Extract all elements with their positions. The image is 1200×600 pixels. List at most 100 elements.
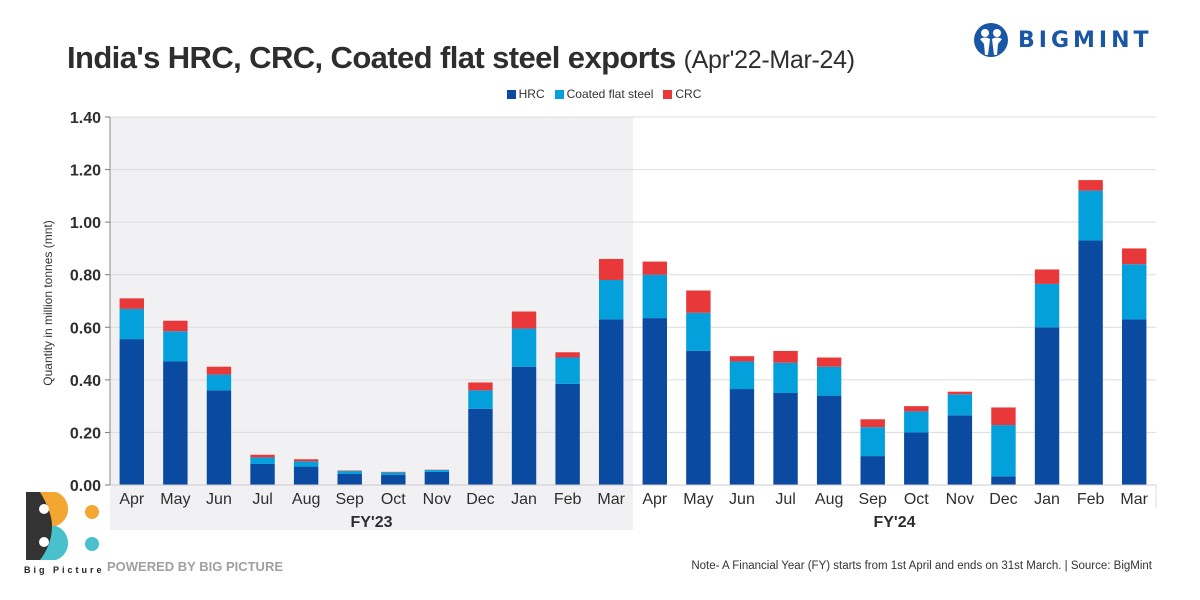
y-tick-label: 0.80	[70, 268, 101, 285]
bar-coated-flat-steel	[1122, 264, 1147, 320]
bar-coated-flat-steel	[293, 461, 319, 467]
legend-swatch-crc	[663, 89, 673, 99]
x-tick-label: Sep	[858, 491, 887, 508]
y-tick-label: 1.20	[70, 163, 101, 180]
x-tick-label: Jul	[775, 491, 795, 508]
bigmint-logo: BIGMINT	[972, 22, 1153, 58]
bar-coated-flat-steel	[729, 361, 755, 390]
bar-coated-flat-steel	[163, 331, 188, 362]
bar-hrc	[729, 389, 755, 485]
bar-hrc	[337, 473, 362, 485]
x-tick-label: Jul	[252, 491, 272, 508]
bar-hrc	[293, 466, 319, 485]
title-period: (Apr'22-Mar-24)	[683, 46, 855, 74]
x-tick-label: Feb	[1077, 491, 1105, 508]
bar-crc	[119, 298, 144, 309]
x-tick-label: Aug	[292, 491, 320, 508]
bar-crc	[816, 357, 842, 367]
bar-hrc	[991, 476, 1016, 485]
y-tick-label: 0.00	[70, 478, 101, 495]
bar-coated-flat-steel	[250, 457, 275, 464]
bar-coated-flat-steel	[904, 411, 929, 433]
x-tick-label: May	[160, 491, 190, 508]
y-tick-label: 0.40	[70, 373, 101, 390]
bar-coated-flat-steel	[1034, 283, 1060, 328]
x-tick-label: Nov	[946, 491, 974, 508]
bigmint-people-icon	[974, 23, 1008, 57]
bar-hrc	[468, 408, 493, 485]
bar-hrc	[119, 339, 144, 485]
bar-crc	[555, 352, 580, 358]
bar-crc	[947, 391, 973, 395]
x-tick-label: Jun	[729, 491, 755, 508]
x-tick-label: Jun	[206, 491, 232, 508]
bar-crc	[337, 470, 362, 472]
bar-crc	[250, 454, 275, 458]
bar-coated-flat-steel	[642, 274, 667, 319]
bar-crc	[381, 471, 406, 473]
bar-hrc	[904, 432, 929, 485]
bar-crc	[904, 406, 929, 412]
bar-coated-flat-steel	[337, 471, 362, 474]
bar-crc	[729, 356, 755, 362]
y-tick-label: 0.20	[70, 425, 101, 442]
bar-hrc	[424, 471, 450, 485]
fiscal-year-label: FY'24	[873, 514, 915, 531]
bar-crc	[206, 366, 232, 375]
bar-hrc	[1122, 319, 1147, 485]
y-tick-label: 0.60	[70, 320, 101, 337]
bar-hrc	[947, 415, 973, 485]
legend-item-crc: CRC	[663, 87, 701, 101]
fiscal-year-label: FY'23	[350, 514, 392, 531]
x-tick-label: May	[683, 491, 713, 508]
bar-hrc	[773, 393, 798, 485]
x-tick-label: Dec	[989, 491, 1017, 508]
bar-crc	[860, 419, 885, 428]
bar-hrc	[250, 463, 275, 485]
bar-crc	[1078, 180, 1103, 191]
bar-coated-flat-steel	[860, 427, 885, 457]
bar-hrc	[816, 395, 842, 485]
legend-label-crc: CRC	[675, 87, 702, 101]
bar-crc	[1034, 269, 1060, 284]
y-axis-label: Quantity in million tonnes (mnt)	[41, 220, 55, 386]
bar-hrc	[686, 350, 711, 485]
x-tick-label: Aug	[815, 491, 843, 508]
bar-coated-flat-steel	[1078, 190, 1103, 241]
bar-hrc	[1034, 327, 1060, 485]
x-tick-label: Apr	[119, 491, 145, 508]
bar-crc	[511, 311, 537, 329]
y-tick-label: 1.40	[70, 110, 101, 127]
y-tick-label: 1.00	[70, 215, 101, 232]
bar-crc	[991, 407, 1016, 426]
bar-coated-flat-steel	[773, 362, 798, 393]
brand-name: BIGMINT	[1018, 27, 1153, 53]
bar-hrc	[642, 318, 667, 485]
powered-by-text: POWERED BY BIG PICTURE	[107, 559, 284, 574]
bar-coated-flat-steel	[119, 308, 144, 340]
bar-hrc	[860, 456, 885, 485]
bar-crc	[1122, 248, 1147, 265]
bar-hrc	[599, 319, 624, 485]
bar-crc	[599, 258, 624, 280]
bar-coated-flat-steel	[991, 425, 1016, 477]
big-picture-logo-text: Big Picture	[24, 565, 105, 575]
x-tick-label: Oct	[381, 491, 406, 508]
bar-coated-flat-steel	[468, 390, 493, 409]
group-shade-0	[110, 117, 633, 530]
bar-coated-flat-steel	[381, 472, 406, 476]
bar-coated-flat-steel	[686, 312, 711, 351]
legend-label-coated: Coated flat steel	[566, 87, 654, 101]
chart-title: India's HRC, CRC, Coated flat steel expo…	[67, 40, 855, 76]
x-tick-label: Jan	[1034, 491, 1060, 508]
x-tick-label: Feb	[554, 491, 582, 508]
legend-swatch-hrc	[506, 89, 516, 99]
x-tick-label: Mar	[597, 491, 625, 508]
bar-hrc	[555, 383, 580, 485]
bar-hrc	[381, 475, 406, 485]
x-tick-label: Mar	[1120, 491, 1148, 508]
source-note: Note- A Financial Year (FY) starts from …	[691, 560, 1152, 572]
bar-hrc	[206, 390, 232, 485]
x-tick-label: Oct	[904, 491, 929, 508]
